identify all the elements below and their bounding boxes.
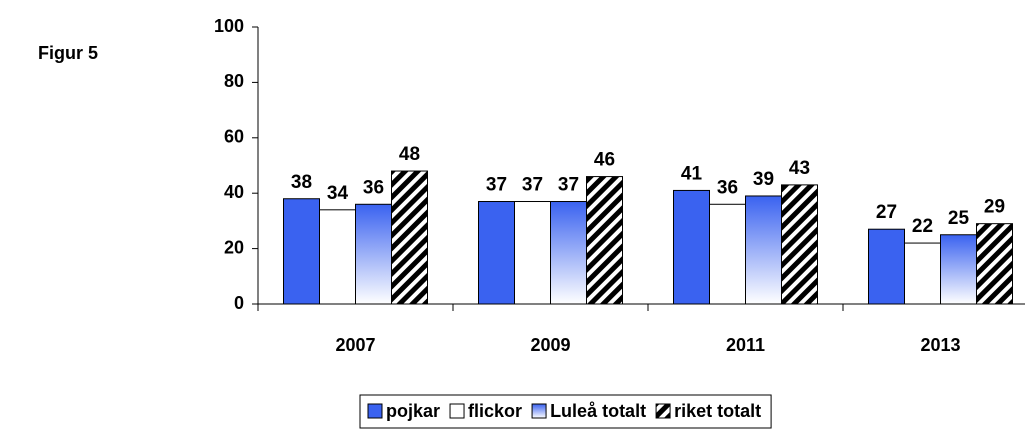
y-tick-label: 20 (224, 237, 244, 257)
figure-label: Figur 5 (38, 43, 98, 63)
y-tick-label: 0 (234, 293, 244, 313)
value-label: 37 (486, 175, 507, 196)
value-label: 36 (363, 177, 384, 198)
bar (904, 242, 941, 305)
y-tick-label: 60 (224, 127, 244, 147)
y-tick-label: 100 (214, 16, 244, 36)
x-tick-label: 2009 (530, 335, 570, 355)
value-label: 39 (753, 169, 774, 190)
bar (586, 176, 623, 305)
y-tick-label: 40 (224, 182, 244, 202)
bar (319, 209, 356, 305)
bar (391, 170, 428, 305)
bar (976, 223, 1013, 305)
value-label: 37 (558, 175, 579, 196)
value-label: 38 (291, 172, 312, 193)
bar (283, 198, 320, 305)
x-tick-label: 2007 (335, 335, 375, 355)
value-label: 46 (594, 150, 615, 171)
bar (709, 203, 746, 305)
bar (781, 184, 818, 305)
bar (478, 201, 515, 305)
bar (940, 234, 977, 305)
bar (514, 201, 551, 305)
value-label: 22 (912, 216, 933, 237)
value-label: 48 (399, 144, 420, 165)
legend: pojkar flickor Luleå totalt riket totalt (359, 394, 772, 429)
bar (355, 203, 392, 305)
value-label: 25 (948, 208, 970, 229)
bar (550, 201, 587, 305)
bar (745, 195, 782, 305)
value-label: 41 (681, 163, 703, 184)
value-label: 43 (789, 158, 810, 179)
bar (868, 228, 905, 305)
value-label: 27 (876, 202, 897, 223)
legend-label: riket totalt (674, 401, 761, 421)
value-label: 37 (522, 175, 543, 196)
legend-box (359, 394, 772, 429)
legend-swatch (449, 403, 465, 419)
value-label: 36 (717, 177, 738, 198)
legend-swatch (367, 403, 383, 419)
y-tick-label: 80 (224, 71, 244, 91)
value-label: 34 (327, 183, 349, 204)
value-label: 29 (984, 197, 1005, 218)
legend-swatch (655, 403, 671, 419)
legend-label: pojkar (386, 401, 440, 421)
x-tick-label: 2013 (920, 335, 960, 355)
bar (673, 189, 710, 305)
legend-label: Luleå totalt (550, 401, 646, 421)
legend-label: flickor (468, 401, 522, 421)
legend-swatch (531, 403, 547, 419)
x-tick-label: 2011 (726, 335, 765, 355)
